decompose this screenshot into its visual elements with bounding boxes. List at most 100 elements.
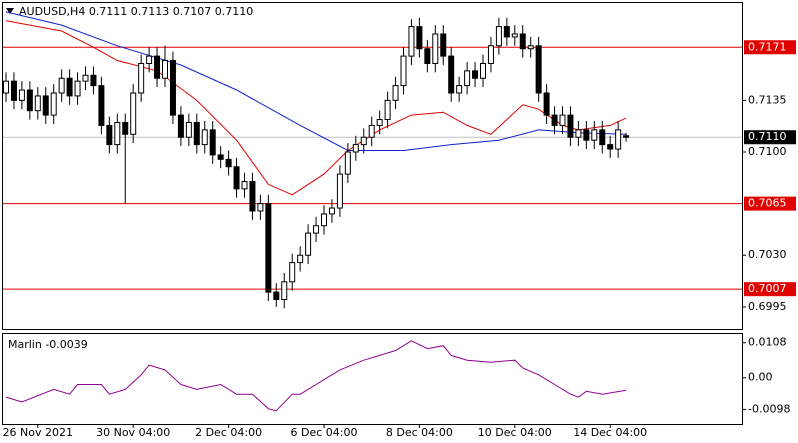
candle-body (583, 129, 590, 141)
candle-body (376, 119, 383, 126)
candle-body (249, 180, 256, 212)
candle-body (289, 262, 296, 283)
candle-body (162, 60, 168, 79)
candle-body (440, 33, 447, 57)
x-tick-label: 26 Nov 2021 (3, 426, 73, 439)
current-price-box (744, 130, 796, 145)
candle-body (519, 33, 526, 50)
level-label: 0.7065 (748, 197, 787, 210)
candle-body (400, 55, 407, 87)
oscillator-line (5, 340, 627, 412)
candle-body (328, 207, 335, 215)
candle-body (543, 92, 550, 116)
candle-body (193, 121, 200, 146)
candle-body (297, 254, 304, 264)
candle-body (106, 124, 113, 146)
y-tick-label: 0.00 (748, 371, 773, 384)
candle-body (623, 135, 630, 138)
candle-body (217, 154, 224, 160)
y-tick-label: 0.7100 (748, 145, 787, 158)
candle-body (265, 203, 272, 293)
level-box (744, 282, 796, 297)
candle-body (305, 232, 312, 256)
candle-body (591, 129, 598, 141)
candle-body (464, 70, 471, 87)
candle-body (281, 281, 288, 300)
candle-body (66, 77, 73, 97)
candle-body (241, 180, 248, 190)
candle-body (551, 114, 558, 126)
candle-body (177, 114, 184, 138)
candle-body (74, 80, 81, 97)
candle-body (336, 173, 343, 209)
candle-body (615, 129, 622, 150)
candle-body (154, 55, 161, 79)
candle-body (82, 74, 89, 82)
candle-body (535, 45, 542, 94)
price-panel-frame (2, 2, 743, 330)
candle-body (90, 74, 97, 87)
candle-body (416, 26, 423, 50)
candle-body (50, 92, 57, 116)
x-tick-label: 2 Dec 04:00 (195, 426, 262, 439)
candle-body (273, 291, 280, 300)
candle-body (448, 55, 455, 94)
candle-body (233, 166, 240, 190)
oscillator-panel-frame (2, 333, 743, 425)
candle-body (201, 129, 208, 146)
candle-body (352, 144, 359, 153)
chart-title: AUDUSD,H4 0.7111 0.7113 0.7107 0.7110 (19, 5, 253, 18)
candle-body (487, 45, 494, 64)
current-price-label: 0.7110 (748, 130, 787, 143)
candle-body (58, 77, 65, 94)
candle-body (384, 99, 391, 121)
candle-body (527, 45, 534, 50)
candle-body (185, 121, 192, 138)
y-tick-label: 0.7135 (748, 93, 787, 106)
candle-body (10, 80, 17, 101)
candle-body (114, 121, 121, 146)
candle-body (122, 121, 129, 135)
candle-body (567, 114, 574, 138)
candle-body (472, 70, 479, 79)
candle-body (360, 136, 367, 146)
candle-body (26, 89, 33, 112)
candle-body (257, 203, 264, 212)
candle-body (408, 26, 415, 57)
y-tick-label: 0.0108 (748, 336, 787, 349)
x-tick-label: 6 Dec 04:00 (291, 426, 358, 439)
candle-body (424, 48, 431, 64)
candle-body (575, 129, 582, 138)
candle-body (138, 62, 145, 94)
candle-body (130, 92, 137, 135)
candle-body (209, 129, 216, 156)
x-tick-label: 30 Nov 04:00 (96, 426, 170, 439)
x-tick-label: 14 Dec 04:00 (573, 426, 647, 439)
y-tick-label: 0.7030 (748, 248, 787, 261)
level-box (744, 40, 796, 55)
candle-body (495, 26, 502, 47)
candle-body (169, 60, 176, 116)
candle-body (146, 55, 153, 64)
level-box (744, 196, 796, 211)
x-tick-label: 8 Dec 04:00 (386, 426, 453, 439)
oscillator-label: Marlin -0.0039 (8, 338, 88, 351)
candle-body (480, 62, 486, 79)
candle-body (225, 158, 232, 168)
candle-body (392, 85, 399, 101)
y-tick-label: -0.0098 (748, 402, 790, 415)
candle-body (511, 33, 518, 38)
candle-body (34, 95, 41, 112)
candle-body (432, 33, 439, 64)
candle-body (368, 124, 375, 138)
candle-body (42, 95, 49, 116)
candle-body (607, 144, 614, 150)
level-label: 0.7007 (748, 282, 787, 295)
candle-body (344, 151, 351, 175)
candle-body (599, 129, 606, 146)
candle-body (321, 213, 327, 227)
level-label: 0.7171 (748, 40, 787, 53)
candle-body (503, 26, 510, 38)
